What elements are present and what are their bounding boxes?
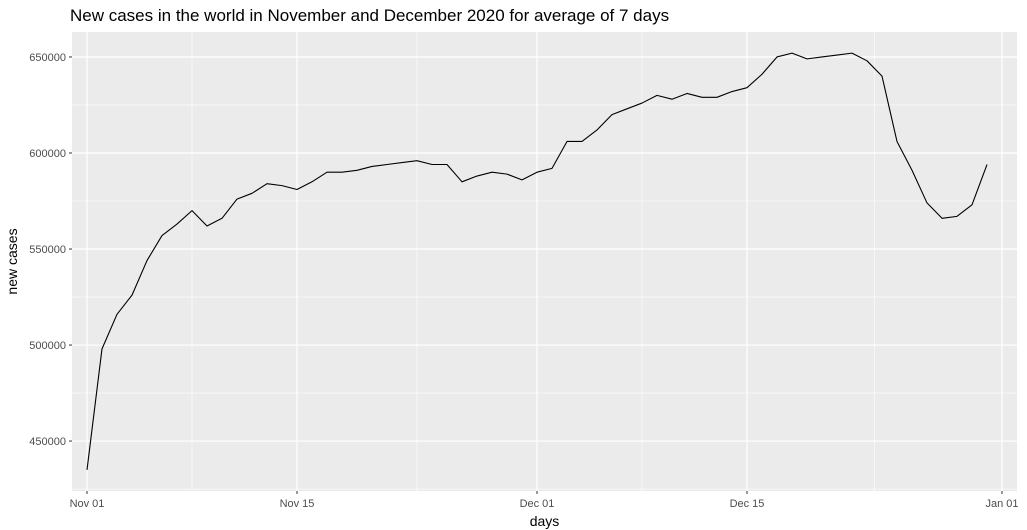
y-tick-label: 500000 bbox=[29, 340, 66, 352]
minor-gridlines bbox=[72, 32, 1017, 491]
chart-title: New cases in the world in November and D… bbox=[70, 6, 669, 25]
x-axis-label: days bbox=[530, 513, 560, 529]
series-line-0 bbox=[86, 52, 988, 470]
x-axis: Nov 01 Nov 15 Dec 01 Dec 15 Jan 01 bbox=[70, 491, 1019, 510]
x-tick-label: Dec 01 bbox=[520, 498, 555, 510]
y-tick-label: 450000 bbox=[29, 436, 66, 448]
x-tick-label: Dec 15 bbox=[730, 498, 765, 510]
series-layer bbox=[86, 52, 988, 470]
y-tick-label: 600000 bbox=[29, 148, 66, 160]
x-tick-label: Nov 01 bbox=[70, 498, 105, 510]
major-gridlines bbox=[72, 32, 1017, 491]
x-tick-label: Jan 01 bbox=[985, 498, 1018, 510]
plot-panel bbox=[72, 32, 1017, 491]
y-axis: 450000 500000 550000 600000 650000 bbox=[29, 52, 72, 448]
x-tick-label: Nov 15 bbox=[280, 498, 315, 510]
y-axis-label: new cases bbox=[4, 228, 20, 294]
y-tick-label: 550000 bbox=[29, 244, 66, 256]
y-tick-label: 650000 bbox=[29, 52, 66, 64]
